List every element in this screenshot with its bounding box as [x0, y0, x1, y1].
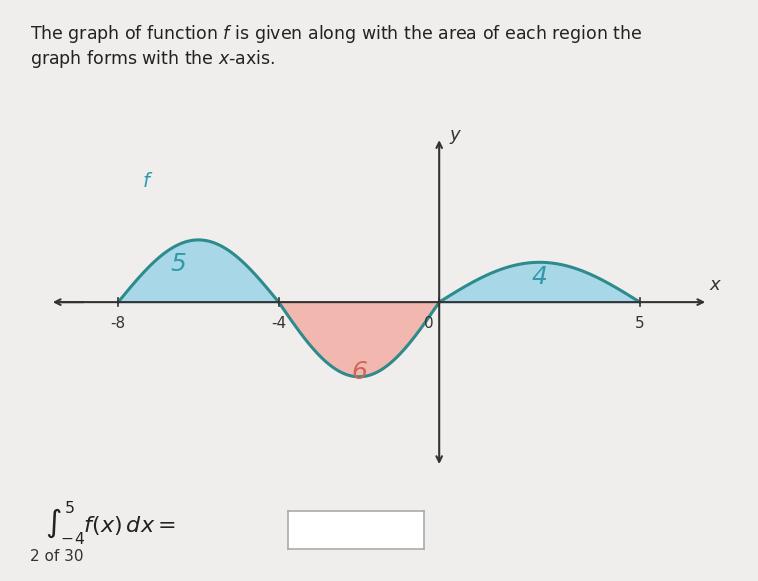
Text: $\int_{-4}^{5} f(x)\,dx =$: $\int_{-4}^{5} f(x)\,dx =$	[45, 500, 177, 547]
Text: 4: 4	[531, 265, 547, 289]
Text: $y$: $y$	[449, 128, 462, 146]
Text: 0: 0	[424, 317, 434, 331]
Text: 5: 5	[635, 317, 644, 331]
Text: -8: -8	[111, 317, 126, 331]
Text: f: f	[143, 172, 149, 191]
Text: -4: -4	[271, 317, 287, 331]
Text: The graph of function $f$ is given along with the area of each region the
graph : The graph of function $f$ is given along…	[30, 23, 643, 70]
Text: 5: 5	[171, 252, 186, 276]
Text: 6: 6	[351, 360, 367, 384]
Text: 2 of 30: 2 of 30	[30, 548, 84, 564]
Text: $x$: $x$	[709, 276, 722, 294]
